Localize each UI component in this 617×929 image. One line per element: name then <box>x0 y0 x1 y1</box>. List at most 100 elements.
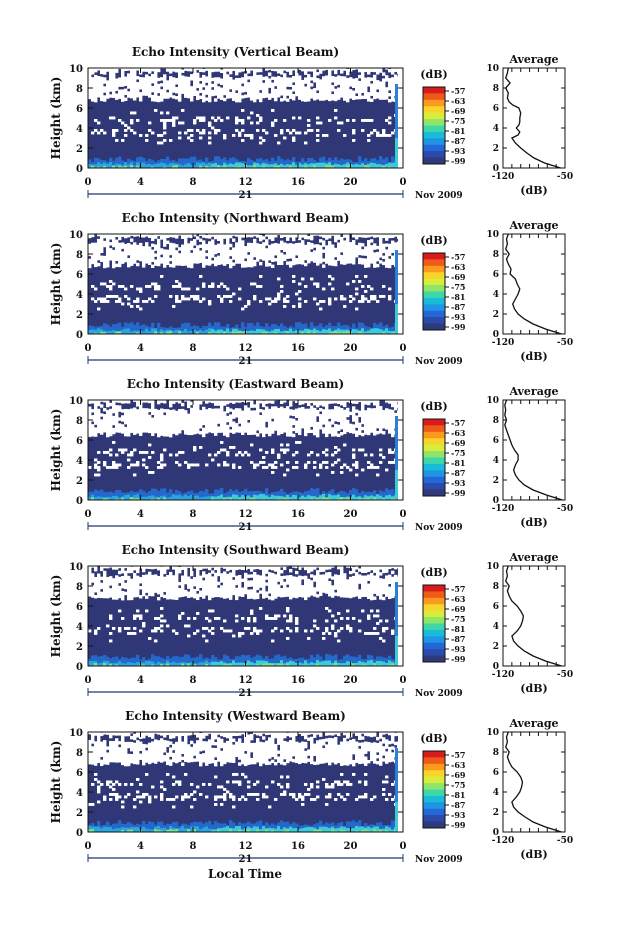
surface-cell <box>379 156 383 168</box>
gap-cell <box>103 426 107 430</box>
gap-cell <box>109 632 113 635</box>
surface-cell <box>118 497 122 500</box>
gap-cell <box>277 297 281 301</box>
gap-cell <box>277 295 281 298</box>
gap-cell <box>142 86 146 90</box>
gap-cell <box>220 423 224 427</box>
profile-line <box>504 67 561 169</box>
gap-cell <box>163 65 167 69</box>
gap-cell <box>265 242 269 246</box>
gap-cell <box>352 119 356 122</box>
profile-frame <box>502 399 566 501</box>
gap-cell <box>202 249 206 253</box>
gap-cell <box>196 421 200 425</box>
gap-cell <box>97 585 101 589</box>
gap-cell <box>394 412 398 417</box>
gap-cell <box>181 109 185 112</box>
gap-cell <box>226 83 230 87</box>
gap-cell <box>229 261 233 266</box>
gap-cell <box>190 92 194 96</box>
gap-cell <box>187 576 191 580</box>
gap-cell <box>352 81 356 86</box>
surface-cell <box>91 497 95 500</box>
gap-cell <box>241 410 245 415</box>
gap-cell <box>169 427 173 432</box>
surface-cell <box>181 330 185 334</box>
gap-cell <box>310 408 314 413</box>
gap-cell <box>304 420 308 425</box>
gap-cell <box>400 397 404 401</box>
gap-cell <box>169 242 173 247</box>
gap-cell <box>259 255 263 260</box>
surface-cell <box>226 496 230 500</box>
gap-cell <box>193 121 197 125</box>
gap-cell <box>292 97 296 101</box>
gap-cell <box>340 257 344 262</box>
gap-cell <box>184 131 188 135</box>
gap-cell <box>205 412 209 416</box>
gap-cell <box>280 83 284 87</box>
gap-cell <box>178 282 182 286</box>
gap-cell <box>322 403 326 407</box>
profile-title: Average <box>508 385 558 398</box>
surface-cell <box>97 162 101 168</box>
gap-cell <box>193 295 197 298</box>
gap-cell <box>175 578 179 582</box>
surface-cell <box>319 331 323 334</box>
gap-cell <box>157 68 161 73</box>
gap-cell <box>292 67 296 71</box>
gap-cell <box>286 397 290 401</box>
profile-x-tick-label: -50 <box>557 504 573 514</box>
gap-cell <box>370 417 374 421</box>
gap-cell <box>379 254 383 258</box>
gap-cell <box>292 427 296 432</box>
gap-cell <box>208 429 212 433</box>
gap-cell <box>325 406 329 411</box>
gap-cell <box>364 261 368 265</box>
gap-cell <box>94 458 98 462</box>
gap-cell <box>220 87 224 91</box>
gap-cell <box>343 240 347 244</box>
gap-cell <box>133 566 137 571</box>
gap-cell <box>106 295 110 298</box>
gap-cell <box>199 65 203 70</box>
gap-cell <box>139 257 143 262</box>
profile-x-label: (dB) <box>520 516 547 529</box>
gap-cell <box>268 93 272 97</box>
gap-cell <box>340 398 344 403</box>
gap-cell <box>97 573 101 577</box>
gap-cell <box>385 411 389 415</box>
gap-cell <box>127 587 131 592</box>
gap-cell <box>250 422 254 426</box>
gap-cell <box>301 258 305 262</box>
gap-cell <box>169 263 173 268</box>
gap-cell <box>382 295 386 298</box>
gap-cell <box>106 433 110 438</box>
gap-cell <box>361 448 365 452</box>
gap-cell <box>343 246 347 250</box>
gap-cell <box>280 424 284 429</box>
surface-cell <box>256 328 260 334</box>
gap-cell <box>151 411 155 416</box>
gap-cell <box>127 91 131 95</box>
gap-cell <box>184 76 188 80</box>
gap-cell <box>217 92 221 96</box>
gap-cell <box>223 463 227 467</box>
gap-cell <box>118 95 122 99</box>
gap-cell <box>355 461 359 464</box>
gap-cell <box>265 131 269 135</box>
gap-cell <box>145 429 149 433</box>
gap-cell <box>235 423 239 427</box>
gap-cell <box>118 254 122 259</box>
x-tick-label: 16 <box>291 177 305 188</box>
gap-cell <box>274 82 278 87</box>
gap-cell <box>256 114 260 117</box>
gap-cell <box>292 418 296 423</box>
gap-cell <box>100 585 104 590</box>
gap-cell <box>292 231 296 236</box>
gap-cell <box>295 71 299 76</box>
gap-cell <box>220 69 224 73</box>
gap-cell <box>142 300 146 303</box>
surface-cell <box>217 332 221 334</box>
gap-cell <box>313 91 317 95</box>
